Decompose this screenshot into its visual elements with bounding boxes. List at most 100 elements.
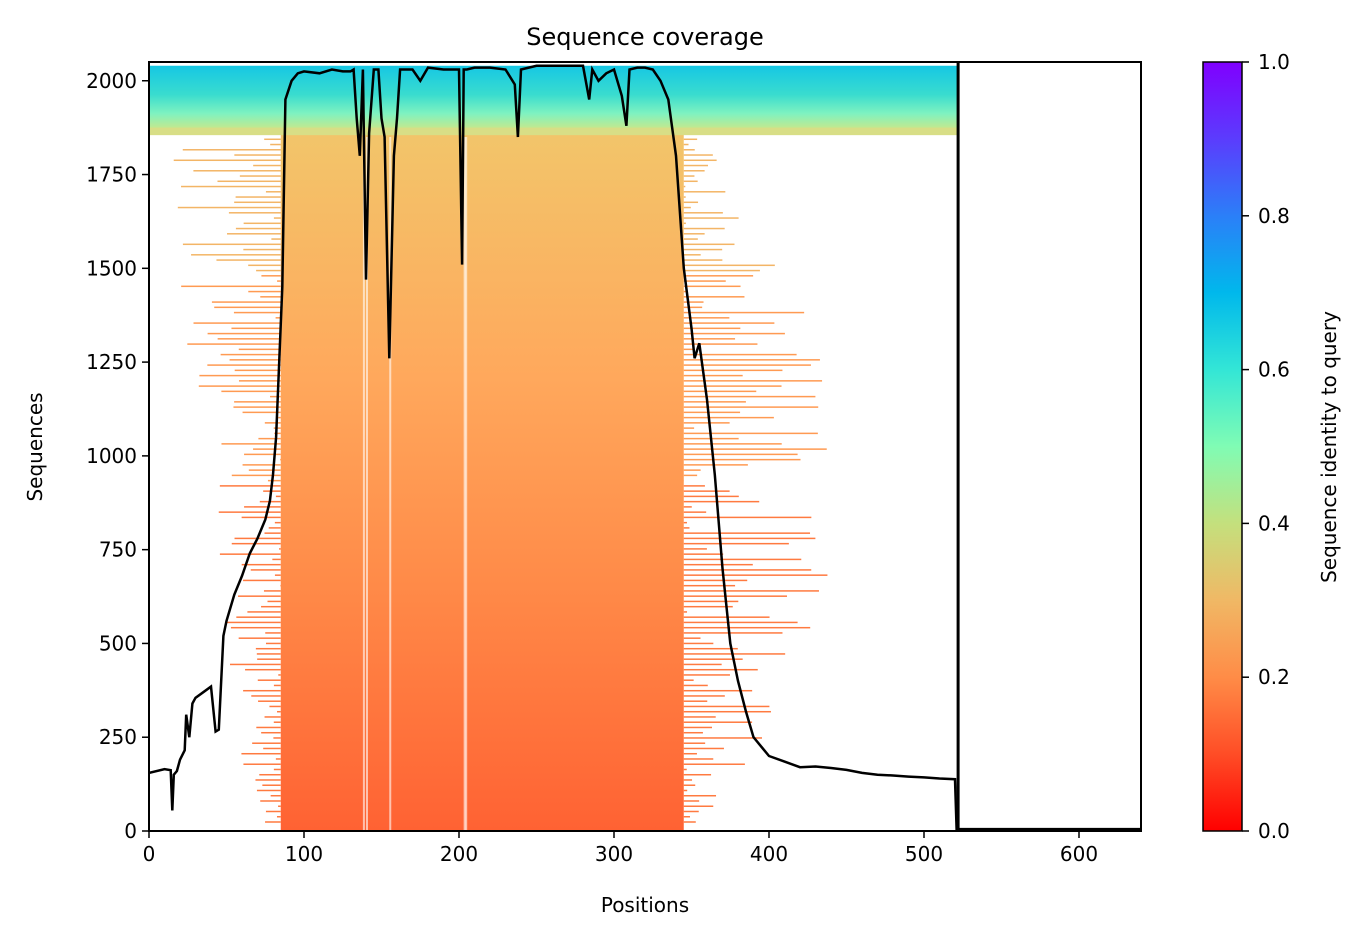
x-axis-label: Positions <box>601 893 689 917</box>
y-tick-label: 0 <box>124 819 137 843</box>
coverage-row-left <box>269 705 281 708</box>
coverage-row-right <box>683 385 782 387</box>
coverage-row-right <box>683 574 828 576</box>
coverage-row-left <box>255 647 281 650</box>
coverage-row-left <box>230 626 281 629</box>
coverage-row-right <box>683 201 699 204</box>
coverage-row-left <box>231 542 281 545</box>
coverage-row-left <box>275 758 281 760</box>
coverage-row-right <box>683 485 705 487</box>
coverage-row-right <box>683 285 741 288</box>
coverage-row-left <box>242 411 281 414</box>
coverage-row-left <box>258 437 281 440</box>
coverage-row-right <box>683 663 722 666</box>
colorbar-tick-label: 0.4 <box>1258 511 1290 535</box>
coverage-row-right <box>683 611 688 613</box>
colorbar-tick-label: 0.0 <box>1258 819 1290 843</box>
coverage-row-left <box>181 185 281 188</box>
coverage-row-left <box>248 264 281 267</box>
coverage-row-left <box>207 332 281 335</box>
coverage-row-left <box>187 343 281 345</box>
colorbar-tick-label: 1.0 <box>1258 50 1290 74</box>
coverage-row-right <box>683 752 697 755</box>
coverage-row-left <box>221 390 281 393</box>
colorbar-axis: 0.0 0.2 0.4 0.6 0.8 1.0 <box>1242 50 1290 843</box>
coverage-row-right <box>683 217 739 219</box>
coverage-row-right <box>683 296 745 298</box>
coverage-row-left <box>226 621 281 624</box>
coverage-row-right <box>683 401 746 403</box>
y-tick-label: 1750 <box>86 163 137 187</box>
coverage-row-right <box>683 170 705 172</box>
coverage-row-right <box>683 280 726 282</box>
coverage-row-right <box>683 390 757 393</box>
coverage-row-left <box>182 243 281 246</box>
coverage-row-left <box>233 406 281 408</box>
coverage-row-right <box>683 264 775 267</box>
coverage-row-left <box>218 511 281 513</box>
coverage-row-left <box>239 175 281 177</box>
coverage-row-right <box>683 815 690 818</box>
coverage-row-left <box>273 768 281 771</box>
coverage-row-right <box>683 474 698 477</box>
coverage-core-block <box>280 133 684 831</box>
coverage-row-left <box>182 149 281 151</box>
coverage-row-right <box>683 248 723 251</box>
coverage-row-right <box>683 322 775 324</box>
x-tick-label: 300 <box>595 842 633 866</box>
x-tick-label: 0 <box>143 842 156 866</box>
coverage-row-left <box>248 290 281 293</box>
coverage-row-right <box>683 243 735 246</box>
coverage-row-left <box>245 668 281 671</box>
coverage-row-left <box>253 164 281 167</box>
coverage-row-left <box>193 170 281 172</box>
coverage-row-right <box>683 427 695 429</box>
coverage-gap-column <box>465 137 468 831</box>
coverage-row-left <box>238 380 281 382</box>
coverage-row-right <box>683 511 707 513</box>
coverage-row-left <box>248 469 281 471</box>
coverage-row-right <box>683 364 811 366</box>
coverage-row-left <box>199 374 281 377</box>
coverage-row-left <box>242 464 281 466</box>
coverage-row-right <box>683 458 801 461</box>
coverage-row-left <box>243 222 281 225</box>
x-tick-label: 100 <box>285 842 323 866</box>
coverage-row-left <box>238 595 281 597</box>
coverage-row-right <box>683 605 733 608</box>
coverage-row-left <box>181 285 281 288</box>
coverage-row-right <box>683 159 717 162</box>
coverage-row-left <box>250 569 281 571</box>
coverage-row-left <box>264 422 281 424</box>
coverage-row-left <box>236 616 281 618</box>
coverage-row-left <box>270 395 281 398</box>
coverage-row-left <box>274 432 281 435</box>
coverage-row-right <box>683 810 699 813</box>
coverage-row-right <box>683 238 698 240</box>
coverage-row-left <box>276 815 281 818</box>
coverage-row-right <box>683 595 787 597</box>
coverage-row-right <box>683 185 686 188</box>
coverage-row-right <box>683 658 743 660</box>
coverage-gap-column <box>366 137 368 831</box>
coverage-row-left <box>220 353 281 356</box>
coverage-row-left <box>241 563 281 566</box>
coverage-row-right <box>683 621 798 624</box>
coverage-row-left <box>244 506 281 508</box>
coverage-row-right <box>683 521 687 524</box>
coverage-line <box>149 64 1141 831</box>
y-tick-label: 1250 <box>86 350 137 374</box>
coverage-row-left <box>263 747 281 750</box>
y-tick-label: 500 <box>99 631 137 655</box>
coverage-row-right <box>683 668 758 671</box>
x-tick-label: 500 <box>905 842 943 866</box>
coverage-row-left <box>198 385 281 387</box>
coverage-row-left <box>227 233 281 235</box>
coverage-row-right <box>683 206 691 209</box>
coverage-row-left <box>270 794 281 797</box>
colorbar-gradient <box>1202 61 1243 832</box>
coverage-row-right <box>683 558 802 561</box>
y-axis: 0 250 500 750 1000 1250 1500 1750 2000 <box>86 69 149 843</box>
coverage-row-right <box>683 590 819 592</box>
coverage-row-left <box>273 217 281 219</box>
